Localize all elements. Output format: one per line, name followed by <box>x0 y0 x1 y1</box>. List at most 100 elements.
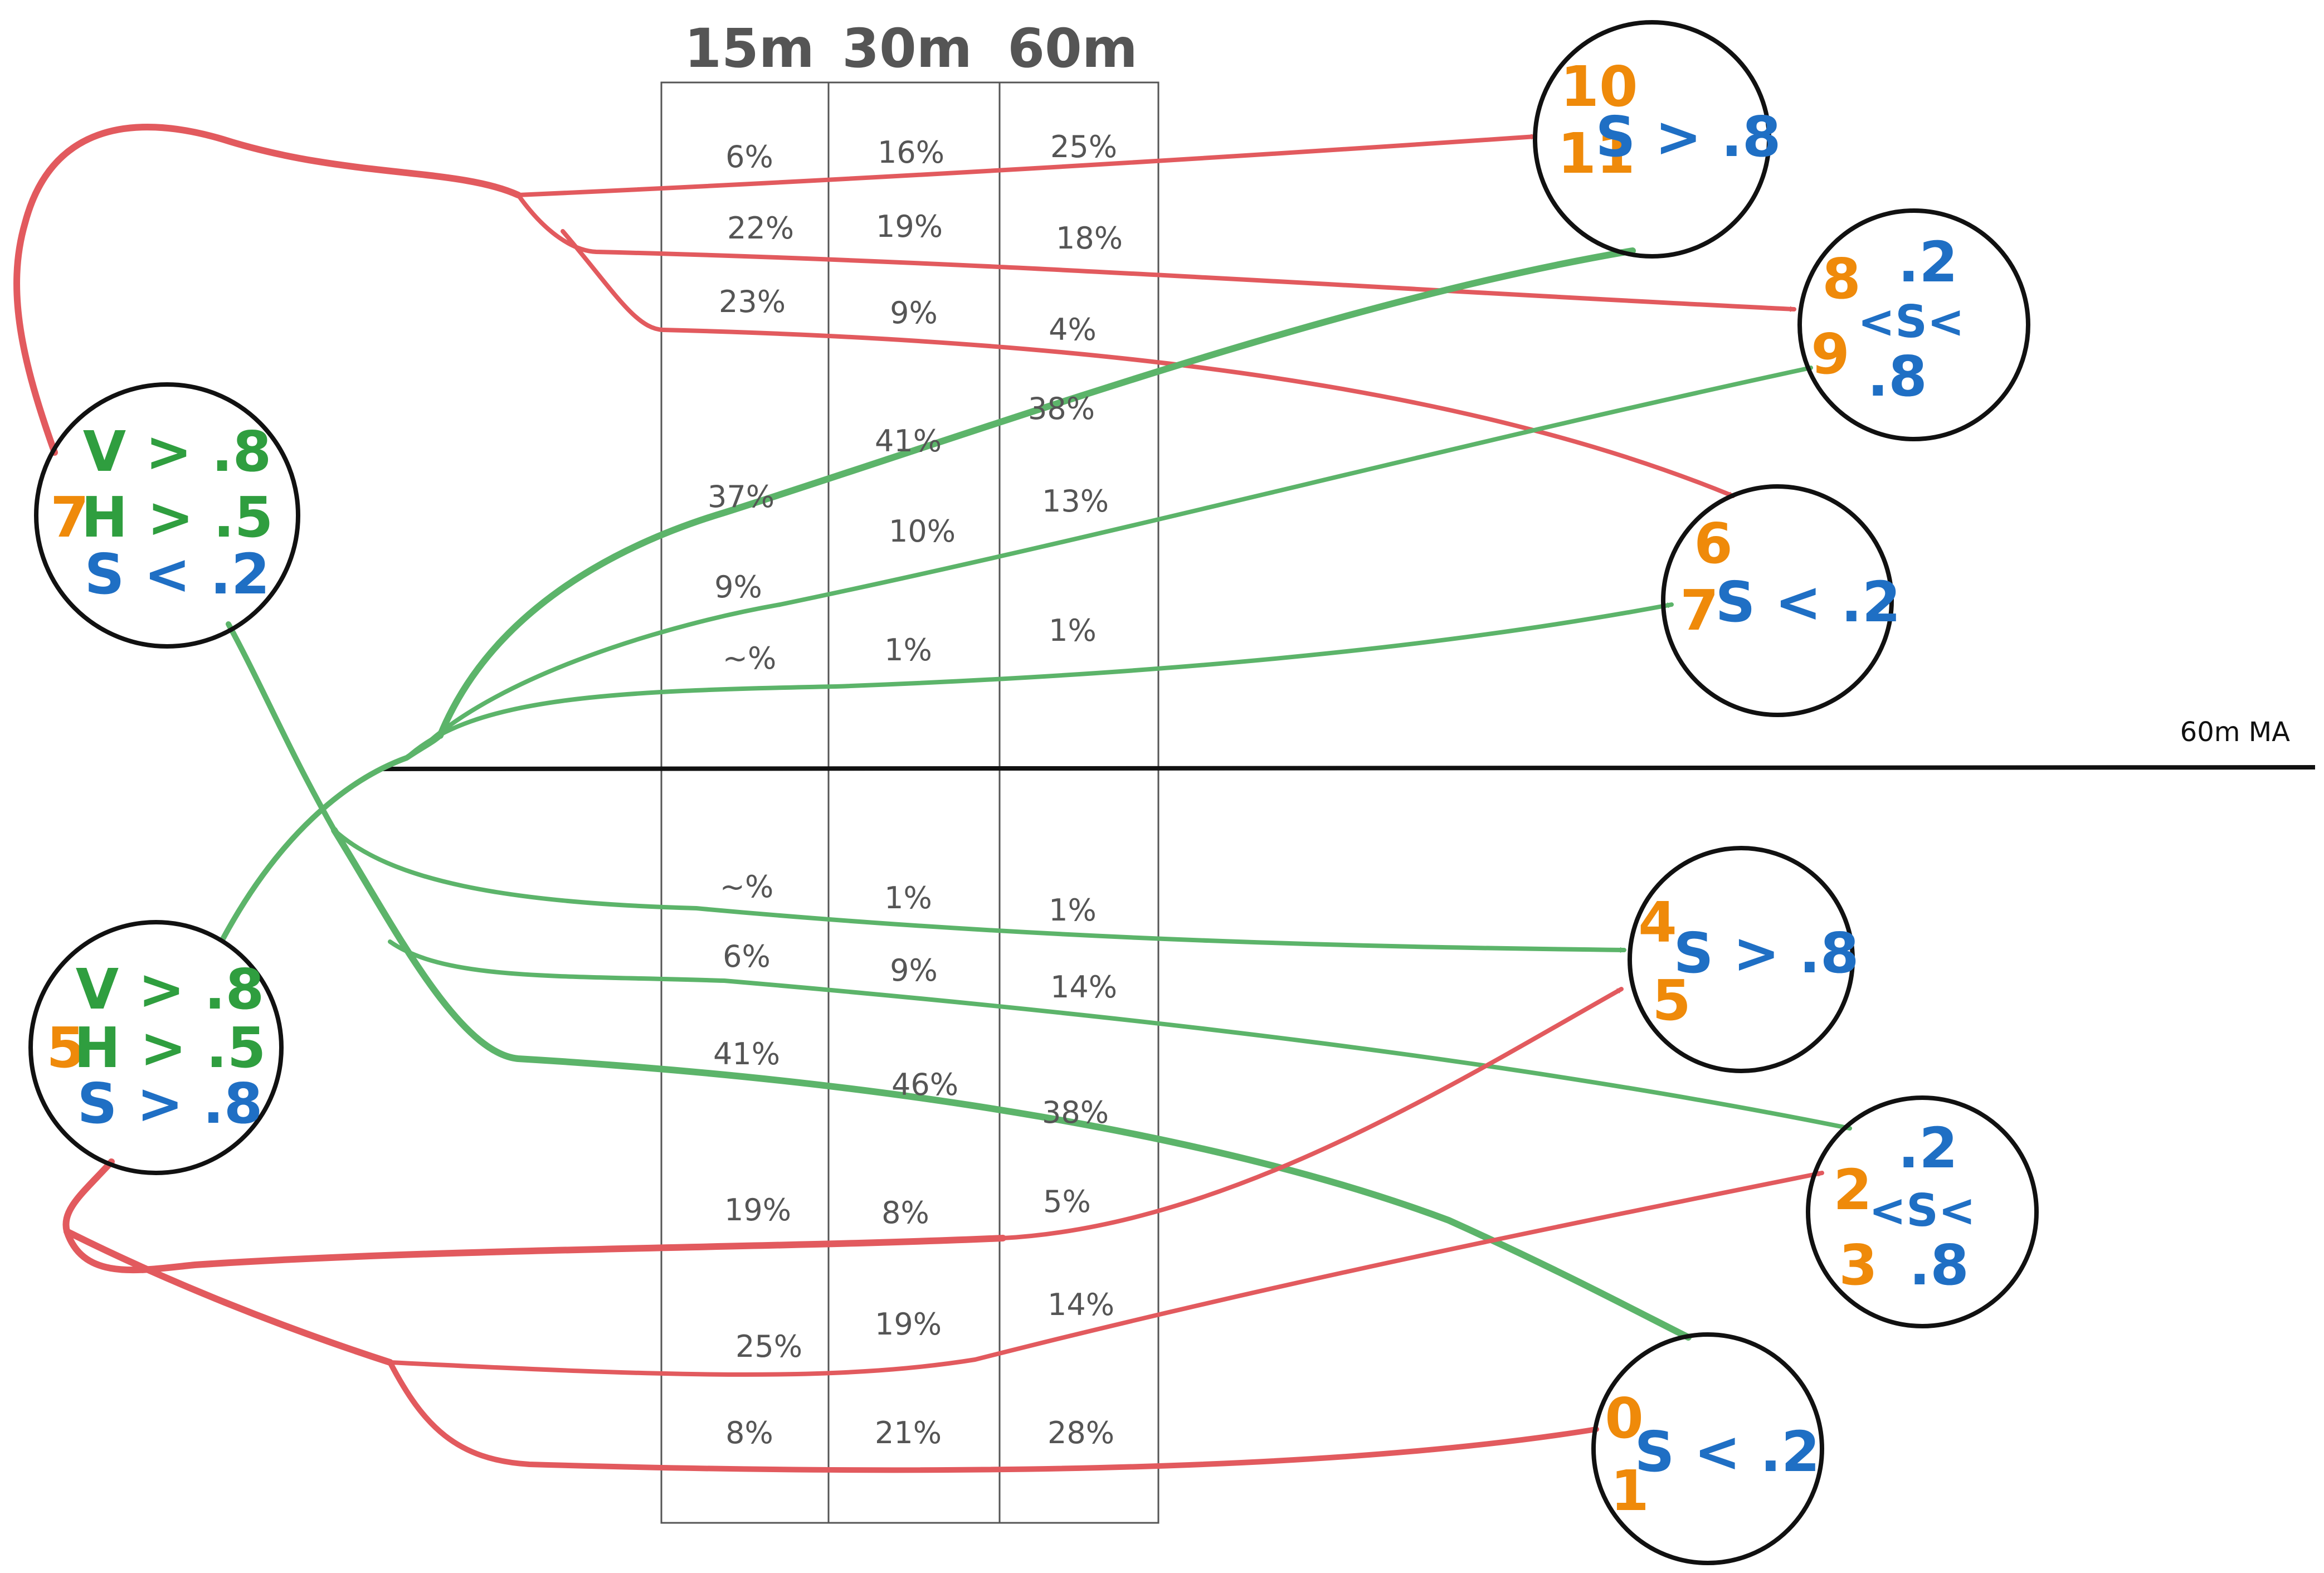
node-target-8-9: 8 9 .2 <S< .8 <box>1797 208 2030 441</box>
ma-divider <box>380 765 2316 771</box>
pct-top-green-8-60m: 13% <box>1042 484 1109 519</box>
node-target-0-1-cond: S < .2 <box>1634 1419 1820 1484</box>
node-target-2-3: 2 3 .2 <S< .8 <box>1806 1095 2039 1328</box>
pct-top-green-8-15m: 9% <box>714 569 762 605</box>
node-target-0-1-state-b: 1 <box>1610 1458 1649 1523</box>
path-bottom-green-to-4-5 <box>332 828 1626 953</box>
column-header-15m: 15m <box>684 17 815 80</box>
path-bottom-green-to-0-1 <box>331 827 1692 1341</box>
pct-top-red-10-30m: 16% <box>878 135 944 170</box>
node-source-bottom-circle <box>28 920 284 1175</box>
pct-bottom-red-0-15m: 8% <box>725 1415 773 1450</box>
node-target-8-9-state-b: 9 <box>1811 322 1850 387</box>
path-top-green-trunk <box>226 621 337 833</box>
node-target-6-7-circle <box>1661 484 1894 717</box>
path-top-red-to-10-11 <box>516 134 1537 197</box>
node-target-2-3-cond-bot: .8 <box>1909 1233 1969 1298</box>
pct-top-red-6-60m: 4% <box>1049 312 1097 347</box>
pct-top-red-6-15m: 23% <box>719 284 786 319</box>
pct-top-green-10-15m: 37% <box>708 479 774 514</box>
node-target-6-7-state-a: 6 <box>1694 511 1733 576</box>
path-bottom-green-trunk <box>220 733 443 942</box>
path-top-red-loop <box>13 124 522 456</box>
moving-average-line: 60m MA <box>380 717 2316 771</box>
node-target-2-3-state-b: 3 <box>1839 1233 1878 1298</box>
transition-paths <box>13 124 1852 1473</box>
node-source-top-cond-v: V > .8 <box>83 419 271 484</box>
node-target-2-3-cond-top: .2 <box>1898 1116 1958 1181</box>
node-target-10-11-cond: S > .8 <box>1595 104 1781 169</box>
node-target-4-5-circle <box>1628 846 1855 1073</box>
path-top-green-to-8-9 <box>421 366 1813 749</box>
pct-bottom-green-2-30m: 9% <box>890 953 938 988</box>
path-top-green-to-10-11 <box>437 247 1636 739</box>
node-source-bottom-state: 5 <box>46 1015 85 1080</box>
node-target-0-1-circle <box>1591 1332 1824 1565</box>
pct-top-green-6-30m: 1% <box>884 632 932 668</box>
pct-top-green-10-30m: 41% <box>875 423 942 459</box>
pct-top-red-6-30m: 9% <box>890 295 938 330</box>
node-target-4-5: 4 5 S > .8 <box>1628 846 1859 1073</box>
path-top-red-to-6-7 <box>561 229 1735 498</box>
node-source-bottom-cond-v: V > .8 <box>76 957 264 1022</box>
pct-bottom-red-2-15m: 25% <box>735 1329 802 1364</box>
path-bottom-green-to-2-3 <box>388 939 1852 1131</box>
timeframe-columns: 15m 30m 60m <box>660 17 1159 1524</box>
pct-top-red-10-60m: 25% <box>1050 129 1117 164</box>
node-target-10-11-state-b: 11 <box>1557 121 1635 186</box>
node-target-6-7: 6 7 S < .2 <box>1661 484 1901 717</box>
pct-bottom-green-2-60m: 14% <box>1050 970 1117 1005</box>
pct-top-green-6-15m: ~% <box>723 641 777 676</box>
pct-bottom-red-0-60m: 28% <box>1047 1415 1114 1450</box>
path-top-green-to-6-7 <box>405 602 1674 760</box>
pct-bottom-red-2-60m: 14% <box>1047 1287 1114 1322</box>
path-bottom-red-branch <box>64 1228 393 1366</box>
pct-bottom-green-4-60m: 1% <box>1049 893 1097 928</box>
pct-bottom-green-2-15m: 6% <box>723 939 771 974</box>
node-source-bottom-cond-s: S > .8 <box>77 1071 262 1136</box>
node-source-top-cond-h: H > .5 <box>81 485 274 550</box>
pct-top-green-10-60m: 38% <box>1028 391 1095 426</box>
node-target-10-11: 10 11 S > .8 <box>1533 20 1781 259</box>
pct-bottom-green-0-15m: 41% <box>713 1036 780 1072</box>
pct-bottom-red-4-60m: 5% <box>1043 1184 1091 1219</box>
node-target-8-9-cond-mid: <S< <box>1858 296 1965 348</box>
pct-top-red-8-60m: 18% <box>1056 221 1123 256</box>
path-bottom-red-to-4-5 <box>1001 987 1624 1240</box>
column-header-60m: 60m <box>1007 17 1138 80</box>
pct-bottom-green-4-30m: 1% <box>884 880 932 915</box>
node-target-6-7-state-b: 7 <box>1680 578 1719 643</box>
node-source-top: V > .8 7 H > .5 S < .2 <box>34 382 300 649</box>
node-source-bottom: V > .8 5 H > .5 S > .8 <box>28 920 284 1175</box>
pct-bottom-green-0-30m: 46% <box>891 1067 958 1102</box>
pct-top-red-8-15m: 22% <box>727 211 794 246</box>
pct-bottom-red-4-15m: 19% <box>724 1192 791 1228</box>
path-bottom-red-loop <box>62 1158 1006 1274</box>
node-target-2-3-state-a: 2 <box>1833 1157 1872 1223</box>
column-header-30m: 30m <box>842 17 972 80</box>
node-target-0-1-state-a: 0 <box>1605 1386 1644 1451</box>
node-target-8-9-circle <box>1797 208 2030 441</box>
pct-top-green-6-60m: 1% <box>1049 613 1097 648</box>
node-target-2-3-cond-mid: <S< <box>1869 1185 1976 1236</box>
node-target-8-9-cond-bot: .8 <box>1867 344 1927 409</box>
column-60m-box <box>998 81 1159 1524</box>
node-target-4-5-state-b: 5 <box>1652 968 1691 1033</box>
node-target-6-7-cond: S < .2 <box>1715 569 1901 635</box>
node-source-bottom-cond-h: H > .5 <box>74 1015 266 1080</box>
pct-bottom-red-4-30m: 8% <box>881 1195 929 1230</box>
pct-top-red-10-15m: 6% <box>725 139 773 174</box>
pct-bottom-green-0-60m: 38% <box>1042 1095 1109 1130</box>
node-target-4-5-cond: S > .8 <box>1673 921 1859 986</box>
node-target-2-3-circle <box>1806 1095 2039 1328</box>
percentage-labels: 6% 16% 25% 22% 19% 18% 23% 9% 4% 37% 41%… <box>708 129 1123 1450</box>
path-bottom-red-to-2-3 <box>388 1171 1824 1377</box>
node-source-top-state: 7 <box>50 485 89 550</box>
node-target-4-5-state-a: 4 <box>1638 890 1677 955</box>
node-source-top-cond-s: S < .2 <box>84 542 270 607</box>
pct-top-green-8-30m: 10% <box>889 514 956 549</box>
node-target-10-11-circle <box>1533 20 1771 259</box>
node-target-8-9-state-a: 8 <box>1822 246 1861 311</box>
pct-bottom-red-2-30m: 19% <box>875 1307 942 1342</box>
